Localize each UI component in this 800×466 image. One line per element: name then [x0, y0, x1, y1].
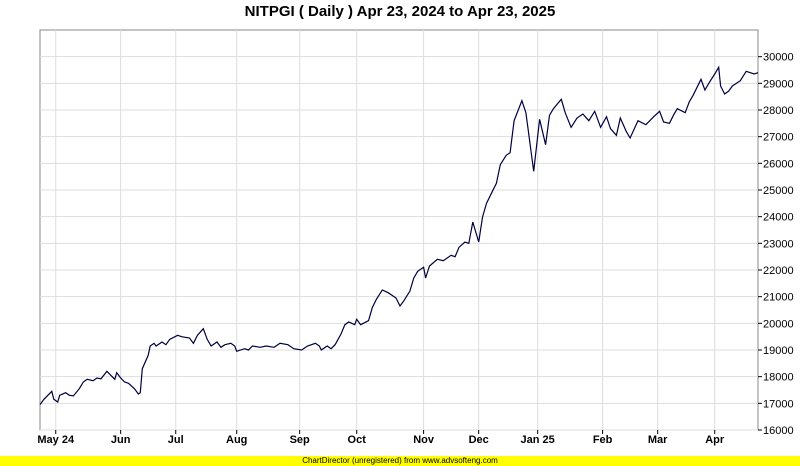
x-tick-label: Aug	[226, 434, 247, 446]
y-tick-label: 23000	[763, 238, 794, 250]
grid-lines	[40, 30, 758, 431]
x-tick-label: Jul	[168, 434, 184, 446]
y-tick-label: 29000	[763, 78, 794, 90]
x-tick-label: May 24	[37, 434, 75, 446]
y-tick-label: 27000	[763, 132, 794, 144]
series-line-group	[39, 65, 759, 406]
x-tick-label: Apr	[705, 434, 725, 446]
y-tick-label: 22000	[763, 265, 794, 277]
plot-area	[39, 29, 759, 431]
y-tick-label: 20000	[763, 318, 794, 330]
x-tick-label: Mar	[648, 434, 668, 446]
chart-title: NITPGI ( Daily ) Apr 23, 2024 to Apr 23,…	[244, 3, 556, 20]
y-tick-label: 16000	[763, 425, 794, 437]
series-line	[39, 65, 759, 406]
x-tick-label: Feb	[593, 434, 613, 446]
chart-canvas: 16000 17000 18000 19000 20000 21000 22000 23000…	[37, 29, 794, 446]
y-tick-label: 19000	[763, 345, 794, 357]
x-tick-label: Oct	[348, 434, 367, 446]
y-tick-label: 30000	[763, 52, 794, 64]
y-tick-label: 28000	[763, 105, 794, 117]
x-tick-label: Nov	[413, 434, 435, 446]
y-tick-label: 21000	[763, 292, 794, 304]
chart-footer: ChartDirector (unregistered) from www.ad…	[0, 456, 800, 466]
x-tick-label: Sep	[290, 434, 310, 446]
x-tick-label: Jan 25	[521, 434, 555, 446]
x-tick-label: Dec	[469, 434, 489, 446]
y-tick-label: 17000	[763, 398, 794, 410]
y-tick-label: 24000	[763, 212, 794, 224]
axis-ticks: 16000 17000 18000 19000 20000 21000 22000 23000…	[37, 52, 793, 446]
y-tick-label: 18000	[763, 372, 794, 384]
y-tick-label: 26000	[763, 158, 794, 170]
x-tick-label: Jun	[111, 434, 131, 446]
y-tick-label: 25000	[763, 185, 794, 197]
